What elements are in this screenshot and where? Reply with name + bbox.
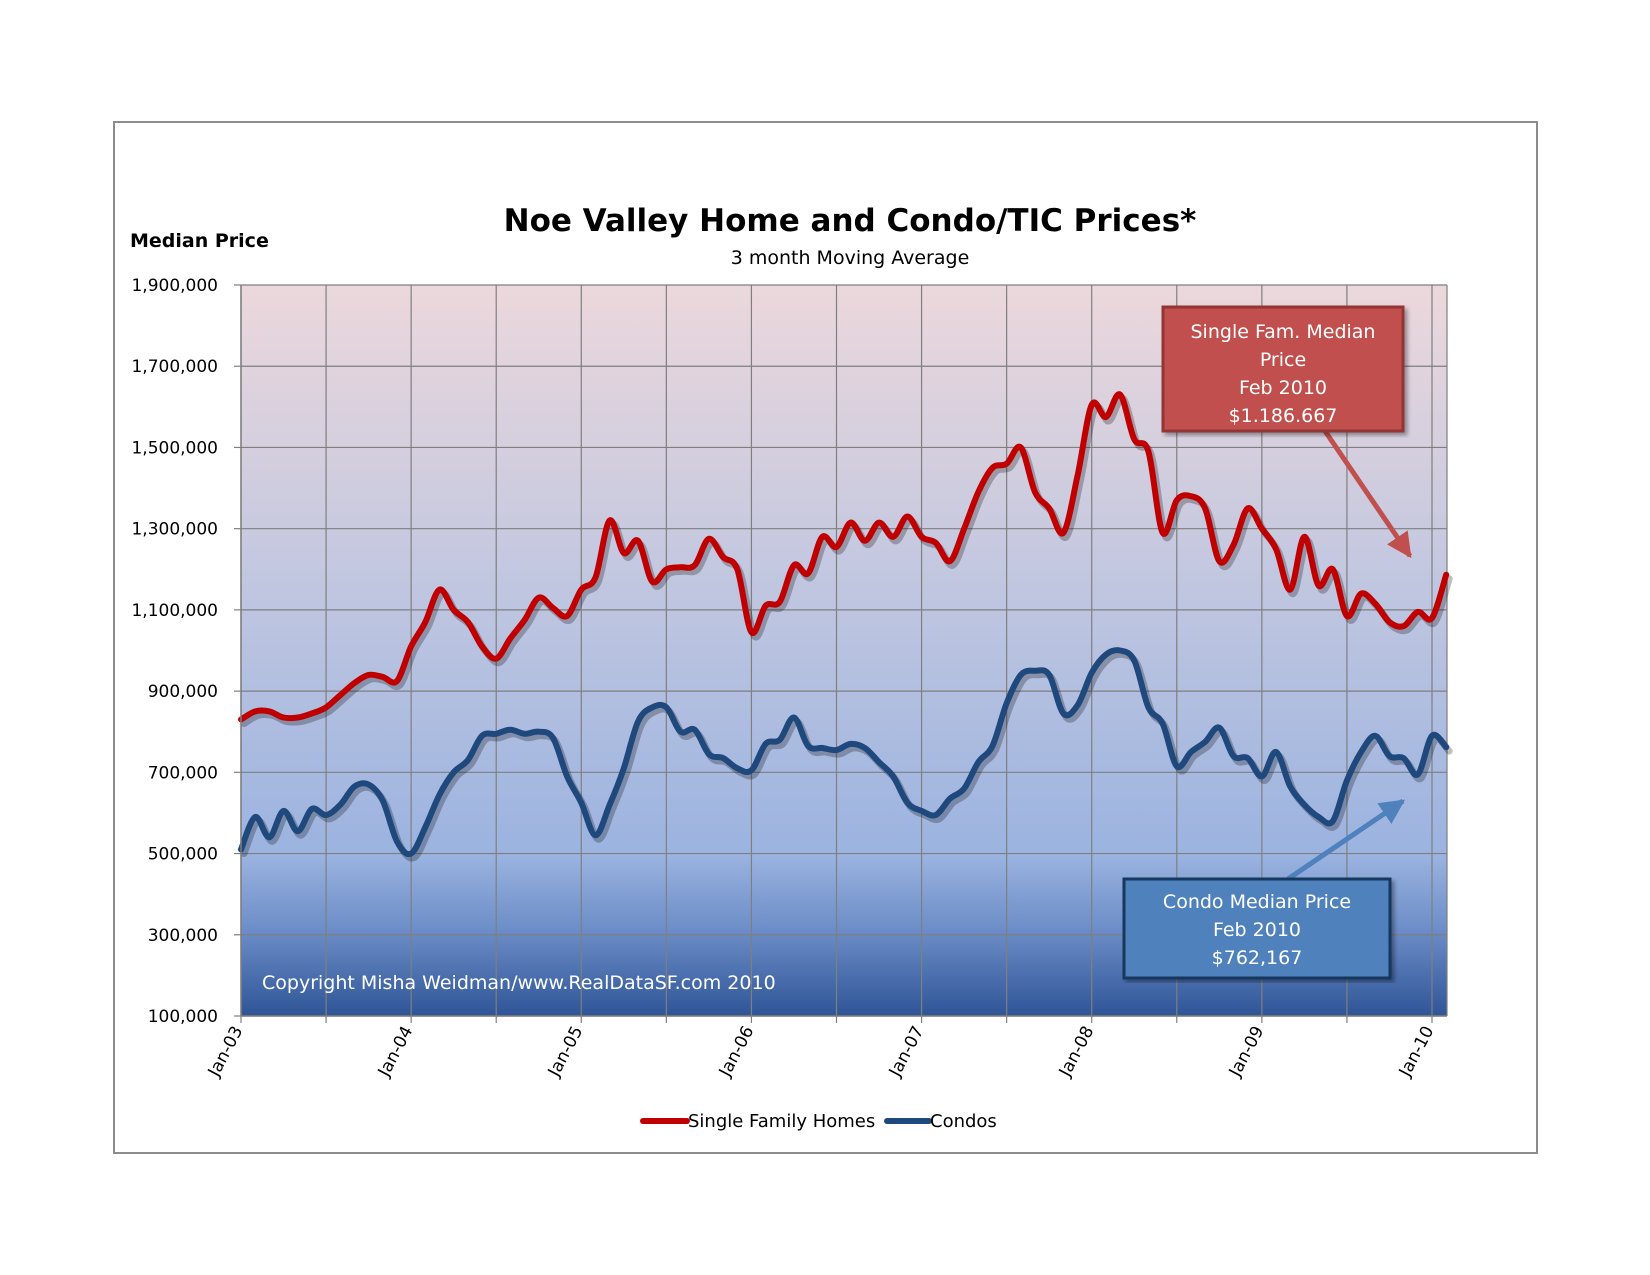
y-tick-label: 1,900,000 — [131, 276, 218, 296]
x-tick-label: Jan-05 — [544, 1023, 587, 1081]
y-tick-label: 1,700,000 — [131, 357, 218, 377]
single-family-callout-arrow — [1322, 429, 1413, 559]
legend-single-family-label: Single Family Homes — [688, 1111, 875, 1132]
y-axis-label: Median Price — [130, 230, 269, 252]
single-family-callout-text: $1.186.667 — [1229, 405, 1338, 427]
data-lines — [238, 391, 1453, 862]
legend-condos: Condos — [884, 1111, 997, 1132]
single-family-callout-box — [1161, 305, 1405, 433]
y-tick-label: 900,000 — [148, 682, 218, 702]
y-tick-label: 700,000 — [148, 763, 218, 783]
single-family-callout: Single Fam. Median Price Feb 2010 $1.186.66… — [1161, 305, 1413, 559]
x-tick-label: Jan-03 — [204, 1023, 247, 1081]
y-axis-ticks: 100,000 300,000 500,000 700,000 900,000 1,100… — [131, 276, 241, 1027]
y-tick-label: 300,000 — [148, 926, 218, 946]
condos-line — [238, 647, 1450, 858]
x-tick-label: Jan-07 — [885, 1023, 928, 1081]
condo-callout-text: $762,167 — [1212, 947, 1303, 969]
condo-callout-text: Condo Median Price — [1163, 891, 1351, 913]
x-tick-label: Jan-04 — [374, 1023, 417, 1081]
chart-subtitle: 3 month Moving Average — [731, 247, 970, 269]
condo-callout: Condo Median Price Feb 2010 $762,167 — [1122, 798, 1406, 980]
copyright-text: Copyright Misha Weidman/www.RealDataSF.c… — [262, 972, 776, 994]
x-axis-ticks: Jan-03 Jan-04 Jan-05 Jan-06 Jan-07 Jan-08 Jan-… — [204, 1023, 1438, 1081]
x-tick-label: Jan-09 — [1225, 1023, 1268, 1081]
y-tick-label: 1,300,000 — [131, 520, 218, 540]
chart-title: Noe Valley Home and Condo/TIC Prices* — [504, 203, 1197, 239]
condo-callout-text: Feb 2010 — [1213, 919, 1301, 941]
y-tick-label: 100,000 — [148, 1007, 218, 1027]
x-tick-label: Jan-06 — [715, 1023, 758, 1081]
legend-condos-label: Condos — [930, 1111, 997, 1132]
y-tick-label: 1,100,000 — [131, 601, 218, 621]
legend: Single Family Homes Condos — [640, 1111, 997, 1132]
single-family-homes-line — [238, 391, 1450, 723]
single-family-callout-text: Feb 2010 — [1239, 377, 1327, 399]
single-family-callout-text: Single Fam. Median — [1191, 321, 1376, 343]
legend-single-family: Single Family Homes — [640, 1111, 875, 1132]
x-tick-label: Jan-10 — [1395, 1023, 1438, 1081]
single-family-callout-text: Price — [1260, 349, 1306, 371]
x-tick-label: Jan-08 — [1055, 1023, 1098, 1081]
condo-callout-box — [1122, 877, 1392, 980]
y-tick-label: 500,000 — [148, 845, 218, 865]
annotations: Single Fam. Median Price Feb 2010 $1.186.66… — [1122, 305, 1413, 980]
condo-callout-arrow — [1286, 798, 1406, 882]
y-tick-label: 1,500,000 — [131, 438, 218, 458]
